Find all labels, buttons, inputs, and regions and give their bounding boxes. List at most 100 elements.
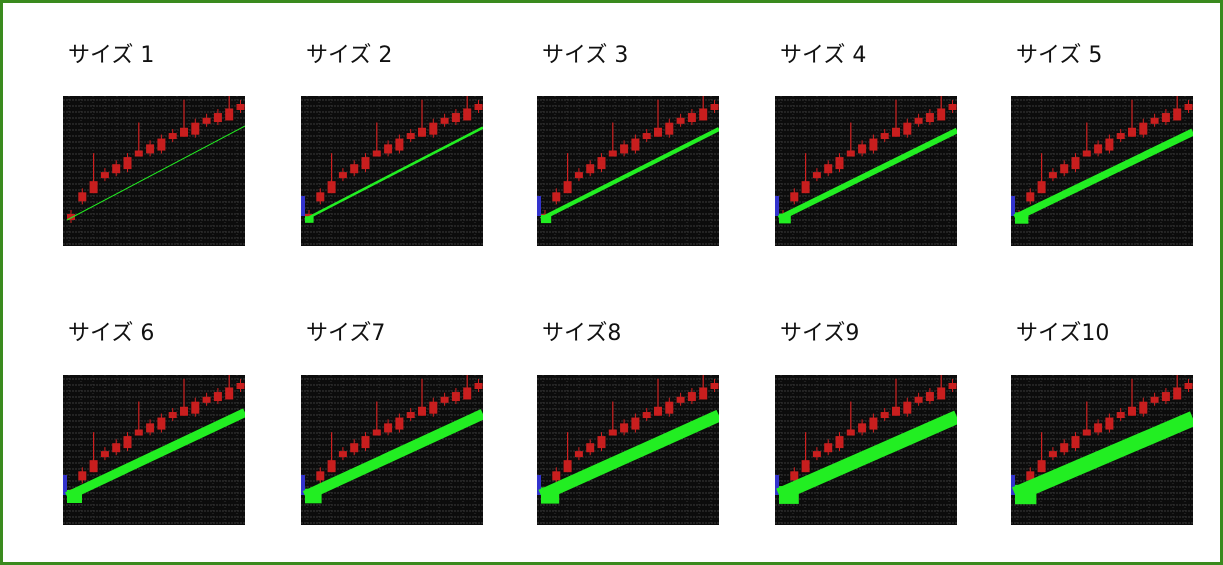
candle (903, 123, 911, 135)
candle (90, 181, 98, 193)
trend-anchor (541, 215, 551, 223)
candle (1072, 436, 1080, 448)
candle (775, 196, 779, 216)
candle (191, 123, 199, 135)
candle (350, 164, 358, 173)
trend-anchor (67, 490, 82, 503)
candle (339, 451, 347, 457)
candle (384, 423, 392, 432)
candle (699, 108, 707, 120)
trend-anchor (1015, 212, 1028, 223)
trend-anchor (779, 214, 791, 224)
candle (90, 460, 98, 472)
candle (1162, 113, 1170, 122)
candle (101, 172, 109, 178)
candle (1083, 430, 1091, 436)
candle (463, 387, 471, 399)
candle (203, 397, 211, 403)
candle (169, 133, 177, 139)
candle (586, 164, 594, 173)
trend-anchor (779, 486, 799, 504)
candle (1151, 118, 1159, 124)
candle (949, 104, 957, 110)
candle (135, 151, 143, 157)
candle (1094, 423, 1102, 432)
candle (395, 418, 403, 430)
chart-thumbnail (1011, 96, 1193, 246)
candle (1117, 133, 1125, 139)
candle (847, 430, 855, 436)
candle (225, 387, 233, 399)
candle (643, 133, 651, 139)
candle (237, 104, 245, 110)
candle (301, 196, 305, 216)
chart-thumbnail (775, 96, 957, 246)
candle (552, 471, 560, 480)
candle (631, 418, 639, 430)
candle (552, 192, 560, 201)
candle (362, 436, 370, 448)
candle (711, 104, 719, 110)
candle (124, 157, 132, 169)
candle (180, 407, 188, 416)
candle (112, 164, 120, 173)
candle (1094, 144, 1102, 153)
candle (78, 471, 86, 480)
chart-thumbnail (775, 375, 957, 525)
candle (665, 123, 673, 135)
candle (203, 118, 211, 124)
candle (688, 392, 696, 401)
candle (598, 436, 606, 448)
trend-anchor (541, 487, 559, 503)
candle (620, 144, 628, 153)
candle (214, 392, 222, 401)
candle (407, 133, 415, 139)
candle (407, 412, 415, 418)
candle (1185, 104, 1193, 110)
candle (926, 392, 934, 401)
candle (836, 436, 844, 448)
size-label: サイズ 3 (542, 37, 628, 69)
candle (169, 412, 177, 418)
size-label: サイズ9 (780, 315, 859, 347)
candle (858, 144, 866, 153)
candle (790, 192, 798, 201)
candle (575, 451, 583, 457)
trend-anchor (305, 489, 322, 504)
candle (157, 418, 165, 430)
candle (316, 192, 324, 201)
chart-thumbnail (301, 375, 483, 525)
candle (112, 443, 120, 452)
candle (441, 397, 449, 403)
candle (463, 108, 471, 120)
candle (790, 471, 798, 480)
size-label: サイズ10 (1016, 315, 1109, 347)
candle (654, 407, 662, 416)
candle (1105, 139, 1113, 151)
candle (418, 128, 426, 137)
candle (135, 430, 143, 436)
candle (609, 430, 617, 436)
candle (688, 113, 696, 122)
candle (1072, 157, 1080, 169)
candle (1083, 151, 1091, 157)
candle (858, 423, 866, 432)
candle (1128, 128, 1136, 137)
candle (1162, 392, 1170, 401)
candle (654, 128, 662, 137)
candle (1060, 443, 1068, 452)
candle (564, 460, 572, 472)
candle (146, 423, 154, 432)
candle (1049, 451, 1057, 457)
candle (429, 402, 437, 414)
candle (1117, 412, 1125, 418)
candle (452, 392, 460, 401)
candle (892, 128, 900, 137)
candle (395, 139, 403, 151)
candle (124, 436, 132, 448)
candle (631, 139, 639, 151)
candle (711, 383, 719, 389)
candle (1038, 181, 1046, 193)
candle (575, 172, 583, 178)
candle (926, 113, 934, 122)
